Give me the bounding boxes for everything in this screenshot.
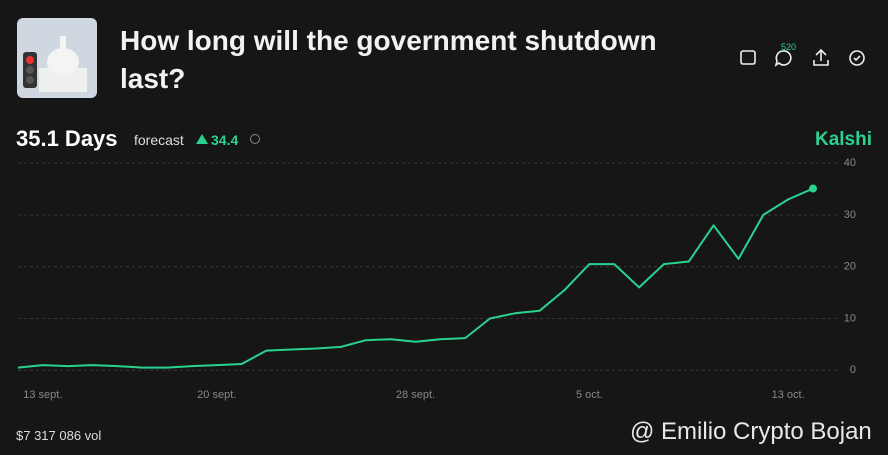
end-dot (809, 184, 817, 193)
check-icon[interactable] (849, 50, 865, 66)
calendar-icon[interactable] (740, 50, 756, 65)
x-tick-label: 28 sept. (396, 389, 435, 401)
market-title: How long will the government shutdown la… (120, 25, 657, 94)
comment-count: 520 (781, 42, 797, 52)
y-tick-label: 40 (844, 157, 856, 169)
y-tick-label: 10 (844, 312, 856, 324)
watermark: @ Emilio Crypto Bojan (630, 418, 872, 445)
y-tick-label: 20 (844, 261, 856, 273)
forecast-change: 34.4 (211, 132, 239, 148)
toolbar (740, 48, 865, 67)
chart: 0 10 20 30 40 13 sept. 20 sept. 28 sept. 5 oct. 1… (17, 157, 856, 401)
y-tick-label: 30 (844, 209, 856, 221)
x-tick-label: 5 oct. (576, 389, 603, 401)
volume: $7 317 086 vol (16, 428, 102, 443)
y-tick-label: 0 (850, 364, 856, 376)
comments-icon[interactable] (774, 50, 792, 67)
market-image (17, 18, 97, 98)
brand: Kalshi (814, 129, 872, 150)
forecast-caption: forecast (134, 132, 184, 148)
forecast-value: 35.1 Days (16, 126, 118, 151)
x-tick-label: 13 sept. (23, 389, 62, 401)
share-icon[interactable] (813, 48, 829, 66)
up-arrow (196, 134, 208, 144)
x-tick-label: 20 sept. (197, 389, 236, 401)
line (17, 187, 814, 369)
info-icon[interactable] (249, 133, 261, 145)
x-tick-label: 13 oct. (772, 389, 805, 401)
